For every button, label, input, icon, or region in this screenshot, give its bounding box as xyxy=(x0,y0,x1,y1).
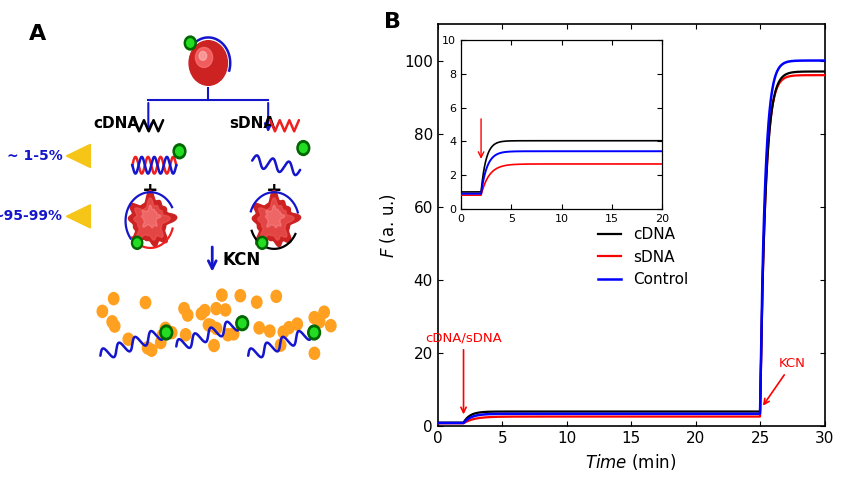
Circle shape xyxy=(132,236,143,250)
Circle shape xyxy=(173,144,186,159)
Circle shape xyxy=(220,304,230,316)
Circle shape xyxy=(167,327,177,339)
Circle shape xyxy=(199,51,207,60)
Circle shape xyxy=(309,311,320,324)
Circle shape xyxy=(309,347,320,359)
Polygon shape xyxy=(265,205,285,228)
Circle shape xyxy=(162,328,170,337)
Circle shape xyxy=(189,41,228,85)
Circle shape xyxy=(229,328,239,340)
Circle shape xyxy=(187,39,194,47)
Circle shape xyxy=(271,290,281,302)
X-axis label: $\it{Time}$ (min): $\it{Time}$ (min) xyxy=(586,452,677,472)
Text: sDNA: sDNA xyxy=(230,116,275,131)
Polygon shape xyxy=(134,198,170,240)
Circle shape xyxy=(297,141,309,156)
Text: ~95-99%: ~95-99% xyxy=(0,209,62,223)
Circle shape xyxy=(254,322,264,334)
Circle shape xyxy=(180,329,191,341)
Text: ~ 1-5%: ~ 1-5% xyxy=(7,149,62,163)
Text: +: + xyxy=(266,181,282,200)
Polygon shape xyxy=(258,198,294,240)
Circle shape xyxy=(107,316,117,328)
Circle shape xyxy=(238,319,246,328)
Circle shape xyxy=(275,339,286,351)
Circle shape xyxy=(308,325,320,340)
Circle shape xyxy=(212,322,222,334)
Circle shape xyxy=(160,325,173,340)
Circle shape xyxy=(133,239,140,247)
Text: KCN: KCN xyxy=(764,357,806,404)
Circle shape xyxy=(299,144,307,152)
Circle shape xyxy=(157,329,167,342)
Circle shape xyxy=(196,47,212,68)
Circle shape xyxy=(200,305,210,317)
Circle shape xyxy=(183,309,193,321)
Circle shape xyxy=(235,290,246,302)
Text: +: + xyxy=(142,181,159,200)
Circle shape xyxy=(203,319,213,331)
Circle shape xyxy=(223,329,233,341)
Circle shape xyxy=(319,306,329,318)
Circle shape xyxy=(140,297,150,308)
Circle shape xyxy=(161,322,171,334)
Circle shape xyxy=(284,321,294,334)
Text: A: A xyxy=(29,23,46,44)
Circle shape xyxy=(206,319,216,331)
Circle shape xyxy=(178,303,190,315)
Circle shape xyxy=(196,308,207,320)
Circle shape xyxy=(259,239,265,247)
Circle shape xyxy=(146,344,156,356)
Circle shape xyxy=(235,316,248,331)
Polygon shape xyxy=(142,205,161,228)
Circle shape xyxy=(209,340,219,352)
Polygon shape xyxy=(128,190,177,247)
Circle shape xyxy=(123,333,133,345)
Circle shape xyxy=(211,303,221,315)
Circle shape xyxy=(110,320,120,332)
Text: KCN: KCN xyxy=(222,251,260,269)
Polygon shape xyxy=(252,190,301,247)
Circle shape xyxy=(310,328,318,337)
Y-axis label: $\it{F}$ (a. u.): $\it{F}$ (a. u.) xyxy=(378,193,399,258)
Circle shape xyxy=(292,318,303,330)
Circle shape xyxy=(326,319,336,332)
Circle shape xyxy=(257,236,268,250)
Text: B: B xyxy=(383,12,400,32)
Circle shape xyxy=(278,326,288,338)
Polygon shape xyxy=(66,144,90,168)
Text: cDNA/sDNA: cDNA/sDNA xyxy=(425,331,502,412)
Circle shape xyxy=(252,296,262,308)
Circle shape xyxy=(184,36,196,50)
Circle shape xyxy=(176,147,184,156)
Legend: cDNA, sDNA, Control: cDNA, sDNA, Control xyxy=(592,221,695,294)
Polygon shape xyxy=(66,205,90,228)
Circle shape xyxy=(156,336,166,349)
Circle shape xyxy=(109,293,119,305)
Circle shape xyxy=(264,325,275,337)
Circle shape xyxy=(142,342,153,354)
Circle shape xyxy=(97,305,108,318)
Circle shape xyxy=(314,316,325,328)
Text: cDNA: cDNA xyxy=(94,116,139,131)
Circle shape xyxy=(217,289,227,301)
